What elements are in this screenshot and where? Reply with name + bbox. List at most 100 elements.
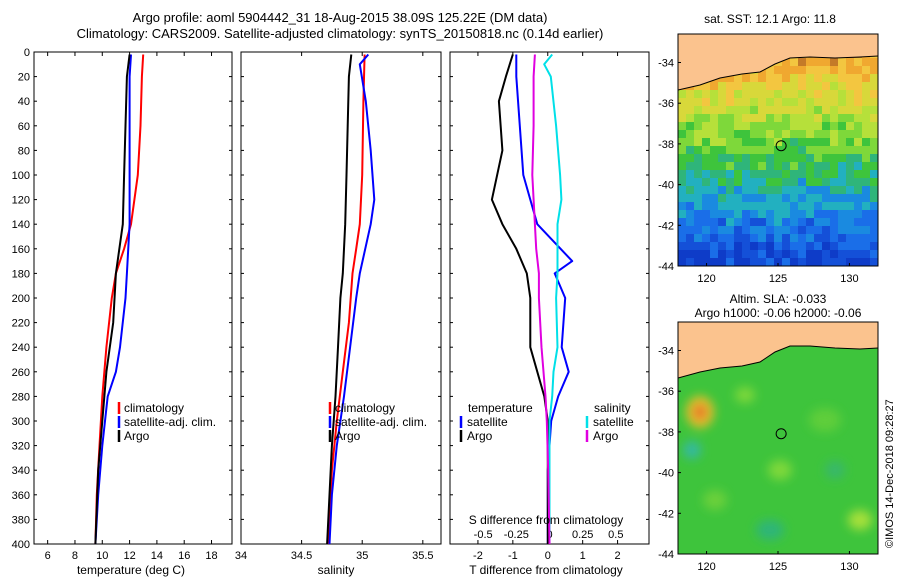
sst-cell	[870, 114, 878, 122]
sst-cell	[750, 250, 758, 258]
map-y-tick-label: -42	[658, 508, 674, 520]
sst-cell	[838, 210, 846, 218]
sst-cell	[678, 250, 686, 258]
sst-cell	[822, 66, 830, 74]
sst-cell	[718, 146, 726, 154]
series-s-satellite	[543, 53, 563, 544]
map-x-tick-label: 120	[697, 273, 715, 285]
sst-cell	[782, 258, 790, 266]
x-tick-label: 35	[356, 550, 368, 562]
sst-cell	[798, 122, 806, 130]
sst-cell	[830, 58, 838, 66]
sst-cell	[710, 170, 718, 178]
sst-cell	[854, 234, 862, 242]
sst-cell	[782, 218, 790, 226]
sst-cell	[718, 122, 726, 130]
legend-title-temperature: temperature	[468, 401, 533, 415]
sst-cell	[710, 106, 718, 114]
sst-cell	[862, 210, 870, 218]
sst-cell	[782, 186, 790, 194]
sst-cell	[726, 202, 734, 210]
sst-cell	[766, 98, 774, 106]
sst-cell	[686, 242, 694, 250]
depth-tick-label: 300	[12, 416, 30, 428]
map-y-tick-label: -42	[658, 220, 674, 232]
depth-tick-label: 380	[12, 514, 30, 526]
sst-cell	[742, 114, 750, 122]
sst-cell	[870, 242, 878, 250]
sst-cell	[742, 130, 750, 138]
sst-cell	[750, 234, 758, 242]
sst-cell	[702, 154, 710, 162]
sst-cell	[710, 242, 718, 250]
sst-cell	[686, 250, 694, 258]
sst-cell	[806, 66, 814, 74]
sst-cell	[862, 194, 870, 202]
sst-cell	[734, 186, 742, 194]
sst-map	[678, 34, 878, 266]
sst-cell	[798, 202, 806, 210]
sst-cell	[742, 186, 750, 194]
sst-cell	[798, 130, 806, 138]
sst-cell	[854, 114, 862, 122]
legend-label-argo: Argo	[335, 429, 361, 443]
s-tick-label: 0.5	[608, 529, 623, 541]
sst-cell	[846, 186, 854, 194]
sst-cell	[750, 74, 758, 82]
sst-cell	[790, 202, 798, 210]
sst-cell	[726, 90, 734, 98]
series-satellite-adj-clim-	[328, 53, 376, 545]
sst-cell	[846, 154, 854, 162]
sst-cell	[734, 114, 742, 122]
x-tick-label: 14	[151, 550, 163, 562]
sst-cell	[734, 194, 742, 202]
map-x-tick-label: 130	[840, 561, 858, 573]
sst-cell	[862, 234, 870, 242]
sst-cell	[766, 82, 774, 90]
sst-cell	[798, 74, 806, 82]
sst-cell	[854, 122, 862, 130]
sst-cell	[838, 130, 846, 138]
sst-cell	[798, 234, 806, 242]
sst-cell	[774, 106, 782, 114]
sst-cell	[742, 178, 750, 186]
sst-cell	[718, 170, 726, 178]
sst-cell	[686, 210, 694, 218]
map-y-tick-label: -36	[658, 386, 674, 398]
sst-cell	[774, 82, 782, 90]
sst-cell	[766, 258, 774, 266]
sst-cell	[766, 210, 774, 218]
sst-cell	[854, 170, 862, 178]
sst-cell	[870, 162, 878, 170]
series-s-argo	[531, 54, 551, 545]
series-t-satellite	[515, 54, 574, 544]
sst-cell	[798, 250, 806, 258]
sst-cell	[726, 234, 734, 242]
depth-tick-label: 260	[12, 367, 30, 379]
sst-cell	[678, 178, 686, 186]
sst-cell	[718, 186, 726, 194]
sst-cell	[678, 146, 686, 154]
sst-cell	[846, 210, 854, 218]
sst-cell	[854, 162, 862, 170]
sst-cell	[798, 186, 806, 194]
sst-cell	[822, 170, 830, 178]
sst-cell	[862, 250, 870, 258]
sst-cell	[830, 250, 838, 258]
x-tick-label: 18	[205, 550, 217, 562]
sst-cell	[822, 154, 830, 162]
sst-cell	[718, 258, 726, 266]
sst-cell	[846, 114, 854, 122]
sst-cell	[694, 138, 702, 146]
sst-cell	[790, 138, 798, 146]
map-y-tick-label: -40	[658, 468, 674, 480]
sst-cell	[854, 106, 862, 114]
sst-cell	[686, 226, 694, 234]
sst-cell	[806, 130, 814, 138]
sst-cell	[702, 234, 710, 242]
sst-cell	[766, 130, 774, 138]
sst-cell	[830, 66, 838, 74]
sst-cell	[838, 202, 846, 210]
sst-cell	[694, 162, 702, 170]
